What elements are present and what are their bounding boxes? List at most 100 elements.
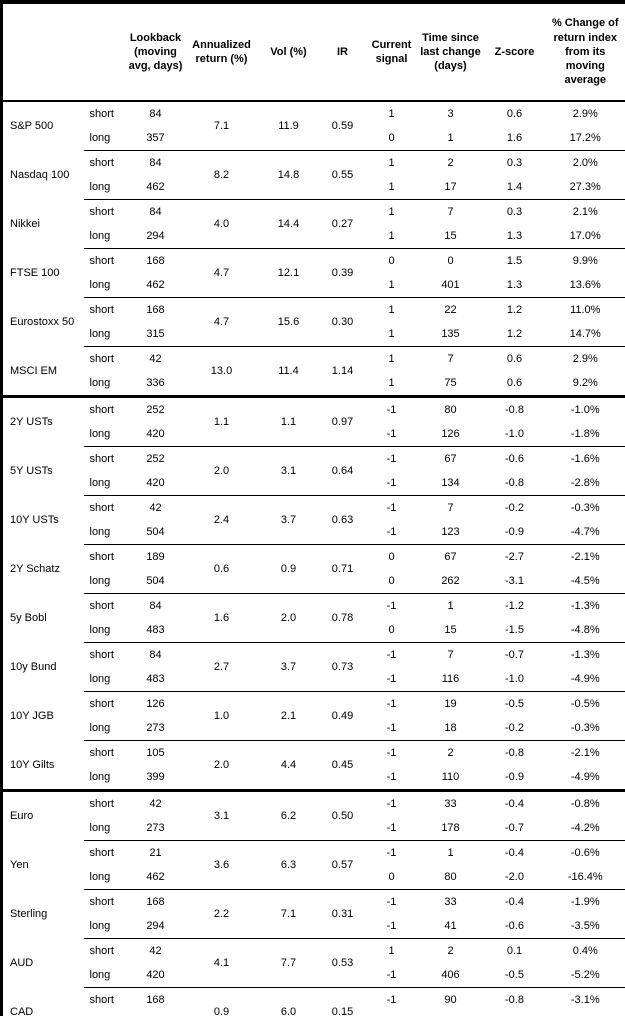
lookback-cell: 420	[125, 471, 186, 496]
pct-change-cell: 2.9%	[572, 107, 598, 120]
table-row: Yen short 21 3.6 6.3 0.57 -1 1 -0.4 -0.6%	[2, 840, 625, 890]
zscore-cell: -2.7	[505, 550, 524, 563]
zscore-cell: -1.2	[505, 599, 524, 612]
time-since-cell: 7	[447, 205, 454, 218]
signal-cell: -1	[386, 697, 397, 710]
horizon-cell: long	[83, 224, 126, 249]
lookback-cell: 357	[125, 126, 186, 151]
lookback-cell: 294	[125, 224, 186, 249]
zscore-cell: 1.3	[483, 224, 546, 249]
table-row: FTSE 100 short 168 4.7 12.1 0.39 0 0 1.5 9.9%	[2, 248, 625, 298]
signal-cell: -1	[366, 1012, 418, 1016]
header-time-since: Time since last change (days)	[417, 2, 484, 102]
vol-cell: 1.1	[257, 396, 320, 447]
instrument-name-cell: 10Y Gilts	[1, 740, 84, 792]
pct-change-cell: -4.7%	[545, 520, 625, 545]
signal-cell: 1	[388, 107, 395, 120]
table-row: 5y Bobl short 84 1.6 2.0 0.78 -1 1 -1.2 -1.3%	[2, 593, 625, 643]
vol-cell: 3.7	[257, 495, 320, 545]
time-since-cell: 80	[444, 403, 457, 416]
horizon-cell: long	[83, 963, 126, 988]
vol-cell: 15.6	[257, 297, 320, 347]
pct-change-cell: -0.3%	[570, 501, 600, 514]
header-vol: Vol (%)	[257, 2, 320, 102]
horizon-cell: short	[89, 403, 114, 416]
time-since-cell: 134	[417, 471, 484, 496]
horizon-cell: short	[89, 993, 114, 1006]
ir-cell: 0.53	[319, 938, 366, 988]
signal-cell: 1	[365, 371, 418, 398]
instrument-name-cell: Yen	[10, 858, 29, 871]
horizon-cell: short	[89, 944, 114, 957]
header-pct-change: % Change of return index from its moving…	[545, 2, 625, 102]
vol-cell: 6.3	[257, 840, 320, 890]
signal-cell: 0	[388, 254, 395, 267]
lookback-cell: 315	[125, 322, 186, 347]
vol-cell: 11.9	[257, 101, 320, 151]
horizon-cell: long	[83, 716, 126, 741]
table-row: long 294 1 15 1.3 17.0%	[2, 224, 625, 249]
pct-change-cell: -0.5%	[570, 697, 600, 710]
signal-cell: -1	[386, 648, 397, 661]
signal-cell: 1	[365, 224, 418, 249]
zscore-cell: -0.7	[505, 648, 524, 661]
pct-change-cell: -7.1%	[546, 1012, 625, 1016]
time-since-cell: 123	[417, 520, 484, 545]
lookback-cell: 84	[149, 205, 162, 218]
table-row: long 483 0 15 -1.5 -4.8%	[2, 618, 625, 643]
horizon-cell: long	[83, 618, 126, 643]
instrument-name-cell: MSCI EM	[1, 346, 84, 398]
signal-cell: -1	[365, 471, 418, 496]
table-row: MSCI EM short 42 13.0 11.4 1.14 1 7 0.6 2.9%	[1, 346, 625, 398]
zscore-cell: -0.4	[505, 797, 524, 810]
pct-change-cell: -1.9%	[570, 895, 600, 908]
lookback-cell: 84	[149, 648, 162, 661]
lookback-cell: 273	[125, 816, 186, 841]
annualized-return-cell: 1.0	[185, 691, 258, 741]
horizon-cell: long	[84, 1012, 126, 1016]
annualized-return-cell: 2.0	[185, 740, 258, 792]
zscore-cell: -0.8	[505, 993, 524, 1006]
lookback-cell: 462	[125, 865, 186, 890]
time-since-cell: 41	[417, 914, 484, 939]
time-since-cell: 7	[447, 648, 454, 661]
zscore-cell: 0.3	[506, 156, 523, 169]
lookback-cell: 399	[125, 765, 186, 792]
time-since-cell: 15	[417, 618, 484, 643]
ir-cell: 0.31	[319, 889, 366, 939]
zscore-cell: 0.6	[506, 352, 523, 365]
pct-change-cell: 11.0%	[570, 303, 601, 316]
signal-cell: 0	[365, 126, 418, 151]
annualized-return-cell: 3.1	[185, 790, 258, 841]
table-row: 2Y Schatz short 189 0.6 0.9 0.71 0 67 -2.7 -2.1%	[2, 544, 625, 594]
pct-change-cell: -2.8%	[545, 471, 625, 496]
zscore-cell: -0.6	[483, 914, 546, 939]
instrument-name-cell: 10y Bund	[10, 660, 57, 673]
annualized-return-cell: 2.7	[185, 642, 258, 692]
pct-change-cell: 13.6%	[545, 273, 625, 298]
lookback-cell: 42	[149, 501, 162, 514]
zscore-cell: -0.4	[505, 895, 524, 908]
time-since-cell: 401	[417, 273, 484, 298]
signal-cell: -1	[386, 501, 397, 514]
pct-change-cell: -0.6%	[570, 846, 600, 859]
pct-change-cell: -1.6%	[570, 452, 600, 465]
pct-change-cell: 9.2%	[545, 371, 625, 398]
annualized-return-cell: 4.7	[185, 248, 258, 298]
lookback-cell: 273	[125, 716, 186, 741]
ir-cell: 0.59	[319, 101, 366, 151]
lookback-cell: 21	[149, 846, 162, 859]
horizon-cell: short	[89, 303, 114, 316]
lookback-cell: 84	[149, 599, 162, 612]
zscore-cell: -0.6	[505, 452, 524, 465]
table-row: 10Y USTs short 42 2.4 3.7 0.63 -1 7 -0.2 -0.3%	[2, 495, 625, 545]
lookback-cell: 420	[125, 963, 186, 988]
signal-cell: -1	[386, 846, 397, 859]
time-since-cell: 67	[444, 452, 457, 465]
signal-cell: 1	[388, 303, 395, 316]
table-row: CAD short 168 0.9 6.0 0.15 -1 90 -0.8 -3.1%	[2, 988, 625, 1016]
lookback-cell: 462	[125, 175, 186, 200]
signal-cell: 1	[388, 352, 395, 365]
signal-cell: -1	[386, 746, 397, 759]
table-row: 2Y USTs short 252 1.1 1.1 0.97 -1 80 -0.8 -1.0%	[2, 396, 625, 447]
